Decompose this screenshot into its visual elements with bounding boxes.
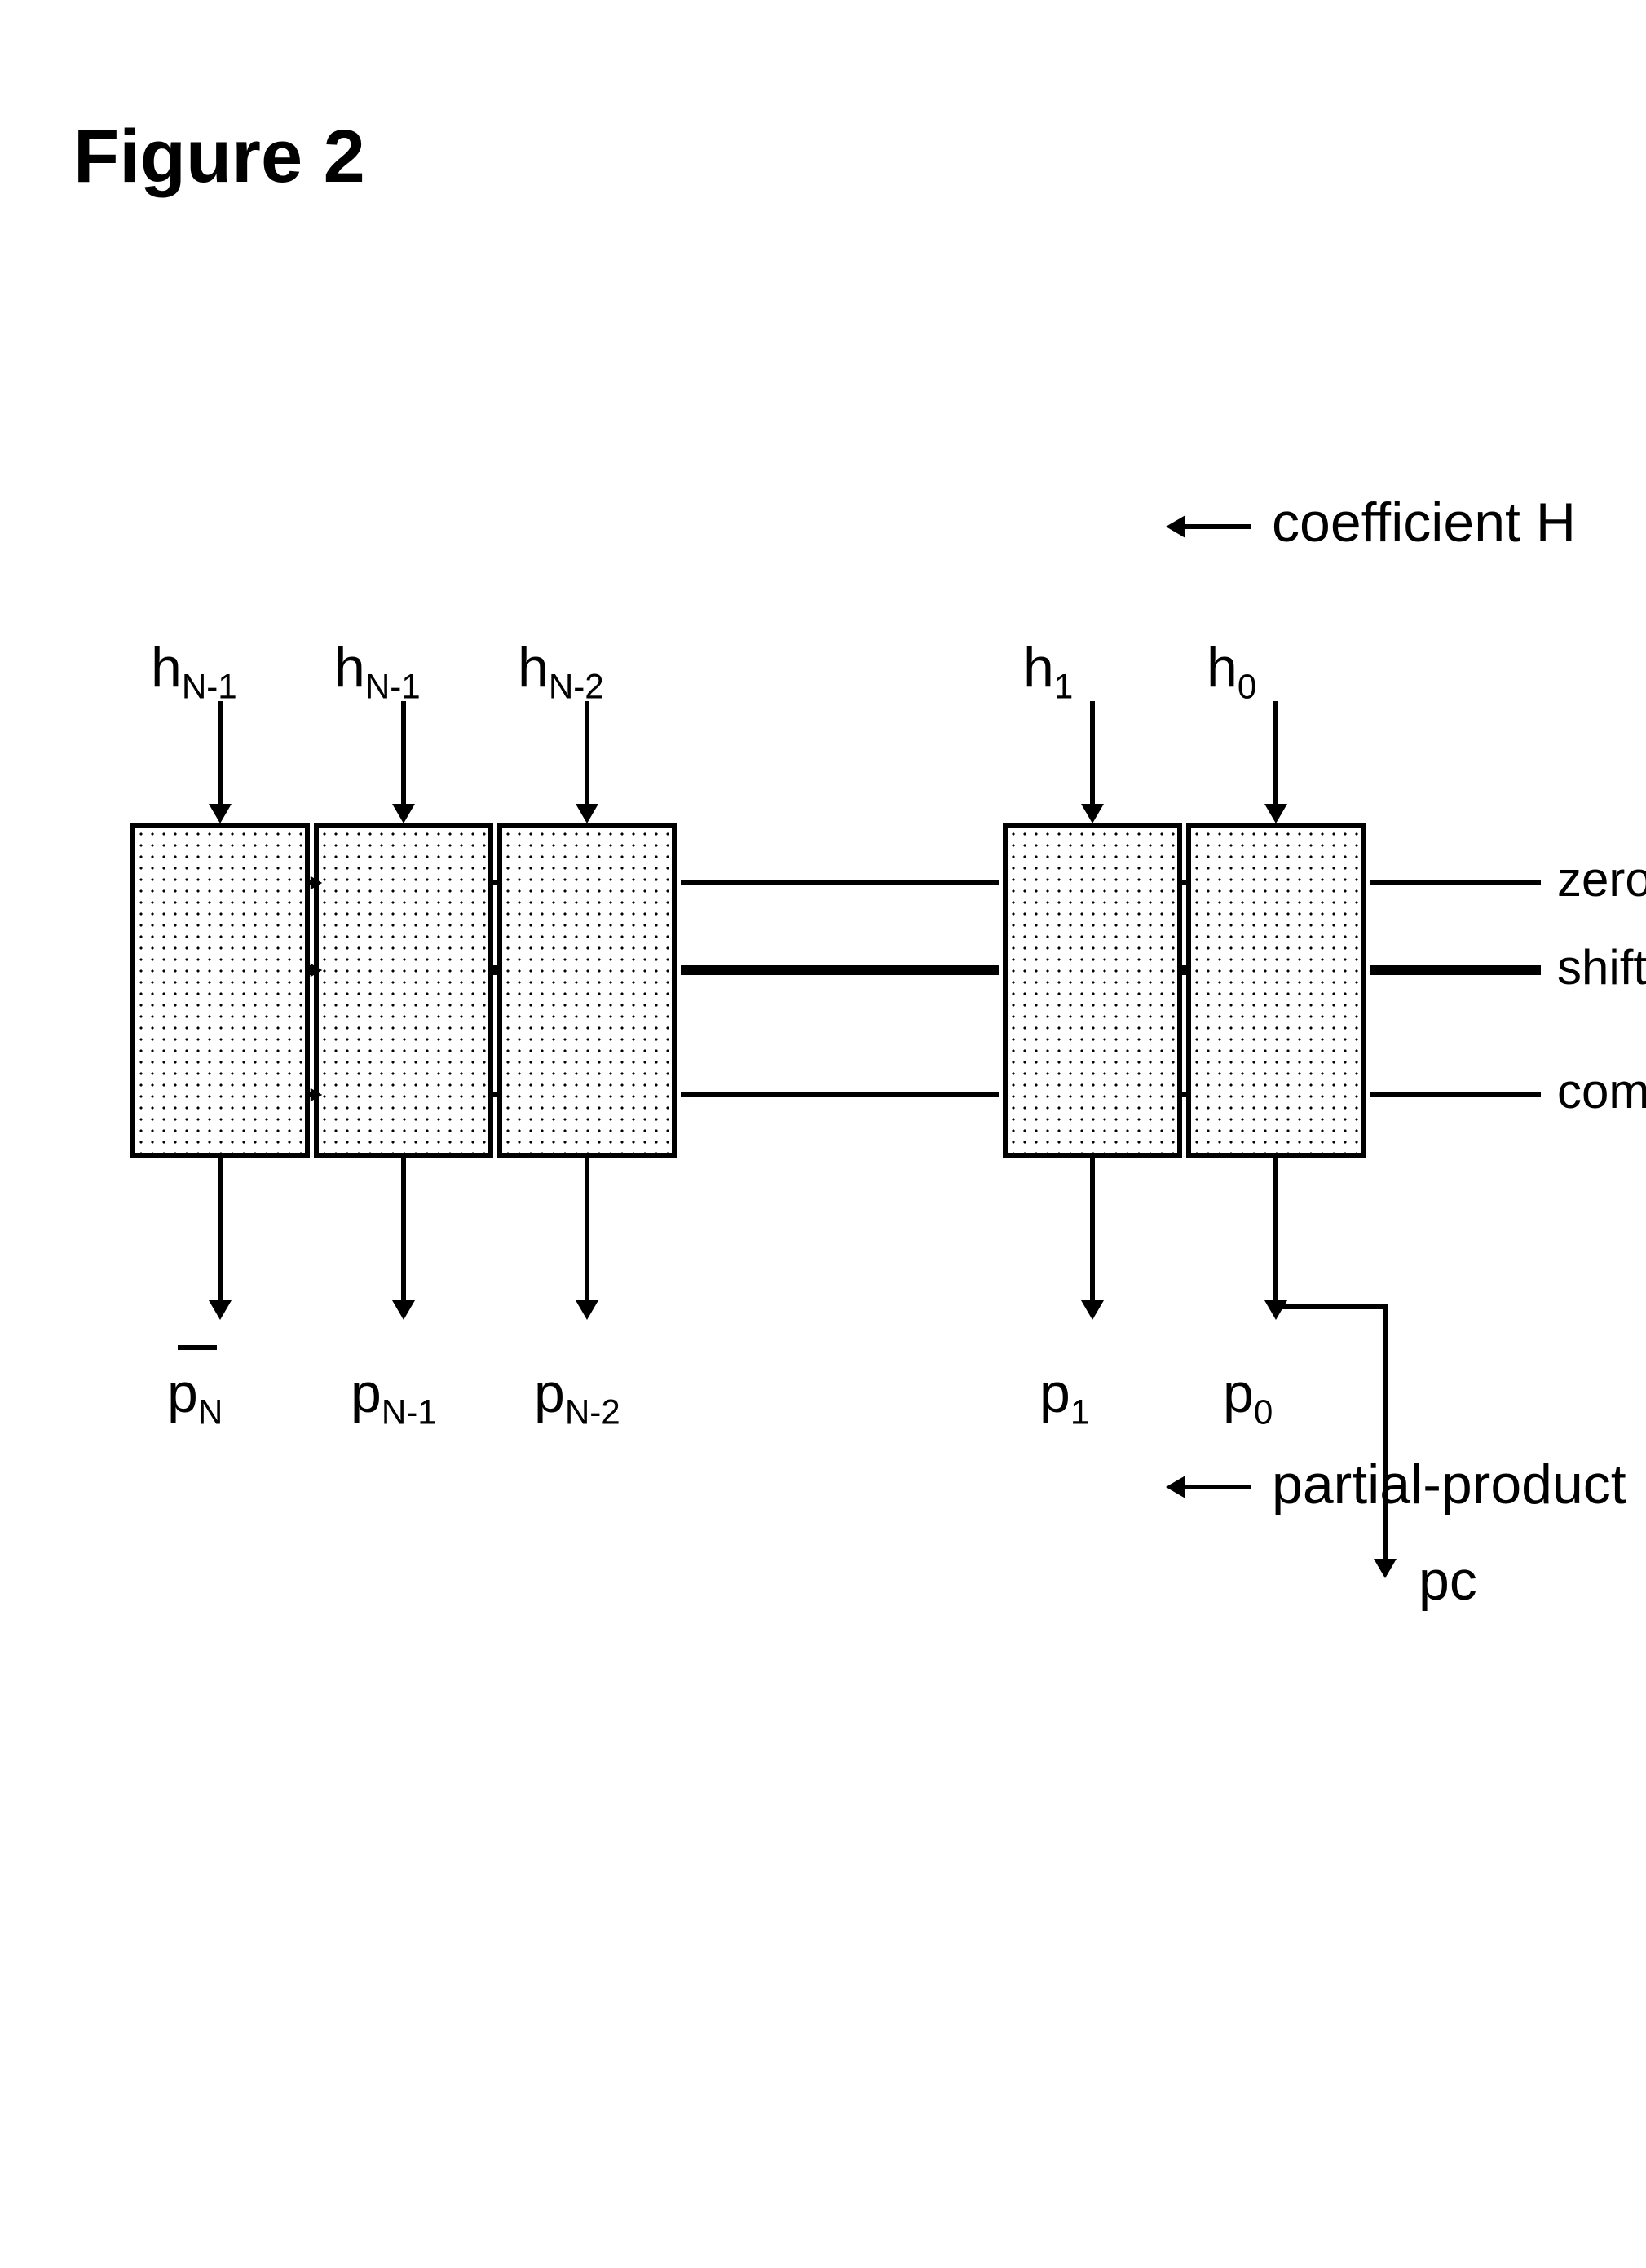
- blk-n2-bot-arrow-line: [585, 1158, 589, 1304]
- blk-n1-top-arrow-line: [401, 701, 406, 807]
- pn-overline: [178, 1345, 217, 1350]
- blk-n2-top-arrow-line: [585, 701, 589, 807]
- coefficient-h-label: coefficient H: [1272, 491, 1576, 554]
- blk-n1-bot-arrow-head: [392, 1300, 415, 1320]
- blk-1-top-arrow-head: [1081, 804, 1104, 823]
- blk-0-top-arrow-line: [1273, 701, 1278, 807]
- blk-0-bot-label: p0: [1223, 1361, 1273, 1432]
- blk-n-top-label: hN-1: [151, 636, 237, 707]
- pc-horiz-top: [1276, 1304, 1388, 1309]
- bus-zero-right: [1370, 880, 1541, 885]
- blk-0-bot-arrow-line: [1273, 1158, 1278, 1304]
- pc-arrow: [1374, 1559, 1397, 1578]
- side-label-comp: comp: [1557, 1063, 1646, 1119]
- blk-n2-top-label: hN-2: [518, 636, 604, 707]
- bus-shift-right: [1370, 965, 1541, 975]
- blk-n1-top-label: hN-1: [334, 636, 421, 707]
- blk-1-top-label: h1: [1023, 636, 1073, 707]
- blk-0-bot-arrow-head: [1264, 1300, 1287, 1320]
- blk-n-bot-arrow-line: [218, 1158, 223, 1304]
- blk-n2-bot-arrow-head: [576, 1300, 598, 1320]
- blk-n: [130, 823, 310, 1158]
- blk-1-bot-arrow-head: [1081, 1300, 1104, 1320]
- side-label-zero: zero: [1557, 851, 1646, 907]
- blk-n1-bot-label: pN-1: [351, 1361, 437, 1432]
- pc-vert: [1383, 1304, 1388, 1565]
- coefficient-arrow-head: [1166, 515, 1185, 538]
- blk-n1-bot-arrow-line: [401, 1158, 406, 1304]
- blk-1-bot-label: p1: [1039, 1361, 1089, 1432]
- blk-n2-bot-label: pN-2: [534, 1361, 620, 1432]
- blk-n-bot-arrow-head: [209, 1300, 232, 1320]
- figure-title: Figure 2: [73, 114, 365, 200]
- bus-comp-mid: [681, 1092, 999, 1097]
- partial-product-arrow-head: [1166, 1476, 1185, 1498]
- bus-zero-mid: [681, 880, 999, 885]
- blk-n-top-arrow-line: [218, 701, 223, 807]
- blk-n2-top-arrow-head: [576, 804, 598, 823]
- blk-0: [1186, 823, 1366, 1158]
- blk-n-top-arrow-head: [209, 804, 232, 823]
- coefficient-arrow-line: [1185, 524, 1251, 529]
- blk-n1-top-arrow-head: [392, 804, 415, 823]
- bus-comp-right: [1370, 1092, 1541, 1097]
- blk-n-bot-label: pN: [167, 1361, 223, 1432]
- pc-label: pc: [1419, 1549, 1477, 1613]
- blk-1: [1003, 823, 1182, 1158]
- bus-shift-mid: [681, 965, 999, 975]
- blk-0-top-label: h0: [1207, 636, 1256, 707]
- blk-n1: [314, 823, 493, 1158]
- blk-n2: [497, 823, 677, 1158]
- blk-1-top-arrow-line: [1090, 701, 1095, 807]
- side-label-shift: shift: [1557, 939, 1646, 995]
- partial-product-arrow-line: [1185, 1485, 1251, 1489]
- blk-0-top-arrow-head: [1264, 804, 1287, 823]
- partial-product-label: partial-product P: [1272, 1453, 1646, 1516]
- blk-1-bot-arrow-line: [1090, 1158, 1095, 1304]
